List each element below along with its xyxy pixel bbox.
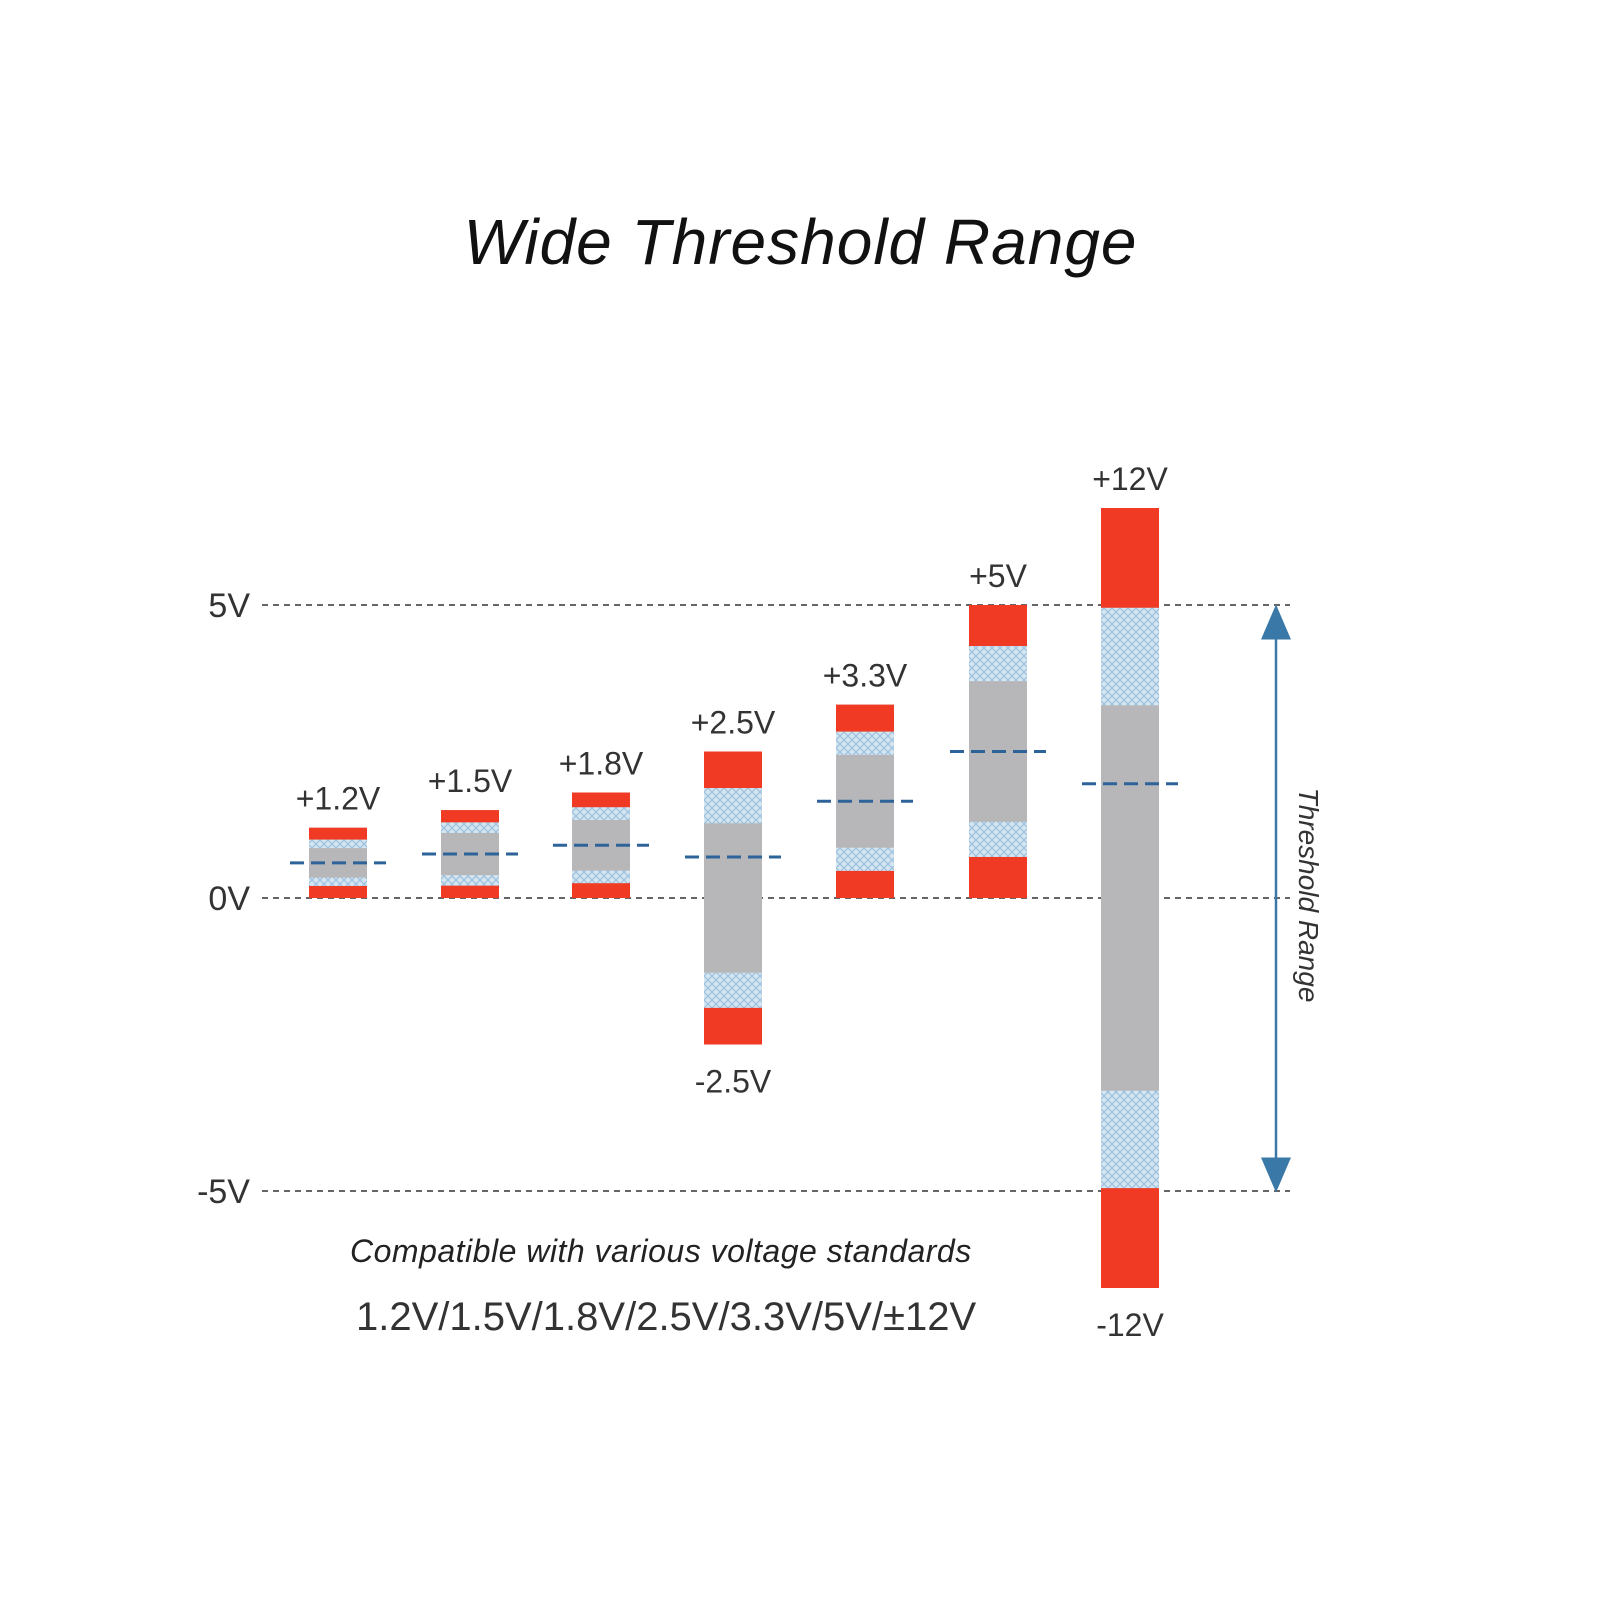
bar-red-bottom: [704, 1007, 762, 1045]
bar-hatch-bottom: [572, 870, 630, 884]
bar-red-bottom: [1101, 1188, 1159, 1288]
bar-hatch-bottom: [836, 847, 894, 871]
bar-bottom-label: -12V: [1096, 1307, 1164, 1343]
voltage-standards: 1.2V/1.5V/1.8V/2.5V/3.3V/5V/±12V: [356, 1295, 977, 1339]
bar-hatch-top: [572, 807, 630, 820]
bar-hatch-bottom: [309, 877, 367, 886]
bar-red-top: [836, 704, 894, 732]
bar-red-bottom: [836, 870, 894, 898]
bar-hatch-top: [704, 788, 762, 824]
bar-top-label: +1.8V: [559, 746, 644, 782]
bar-top-label: +2.5V: [691, 705, 776, 741]
reference-label: -5V: [197, 1173, 250, 1211]
bar-hatch-top: [836, 731, 894, 755]
bar-red-top: [969, 605, 1027, 647]
bar-hatch-top: [309, 839, 367, 849]
bar-red-bottom: [441, 885, 499, 898]
voltage-bar: +12V -12V: [1082, 461, 1178, 1343]
reference-label: 0V: [208, 880, 250, 918]
bar-top-label: +1.2V: [296, 781, 381, 817]
bar-red-top: [441, 810, 499, 823]
bar-hatch-bottom: [1101, 1090, 1159, 1189]
reference-label: 5V: [208, 587, 250, 625]
bar-bottom-label: -2.5V: [695, 1064, 772, 1100]
subtitle: Compatible with various voltage standard…: [350, 1233, 972, 1269]
bar-red-bottom: [572, 883, 630, 898]
bar-red-top: [309, 827, 367, 840]
bar-top-label: +5V: [969, 558, 1027, 594]
bar-hatch-top: [969, 646, 1027, 682]
voltage-bar: +2.5V -2.5V: [685, 705, 781, 1100]
bar-top-label: +12V: [1092, 461, 1168, 497]
bar-red-bottom: [309, 886, 367, 898]
bar-hatch-bottom: [969, 821, 1027, 857]
bar-top-label: +3.3V: [823, 658, 908, 694]
voltage-bar: +5V: [950, 558, 1046, 898]
bar-hatch-top: [1101, 607, 1159, 706]
voltage-bar: +1.5V: [422, 763, 518, 898]
voltage-bar: +3.3V: [817, 658, 913, 898]
voltage-bar: +1.2V: [290, 781, 386, 898]
bar-hatch-bottom: [441, 875, 499, 886]
bar-red-top: [572, 792, 630, 808]
bar-red-top: [704, 751, 762, 789]
page-title: Wide Threshold Range: [463, 206, 1138, 278]
bar-hatch-bottom: [704, 972, 762, 1008]
bar-top-label: +1.5V: [428, 763, 513, 799]
bar-red-top: [1101, 508, 1159, 608]
voltage-bar: +1.8V: [553, 746, 649, 898]
bar-hatch-top: [441, 822, 499, 833]
bar-red-bottom: [969, 856, 1027, 898]
axis-title: Threshold Range: [1293, 787, 1324, 1003]
